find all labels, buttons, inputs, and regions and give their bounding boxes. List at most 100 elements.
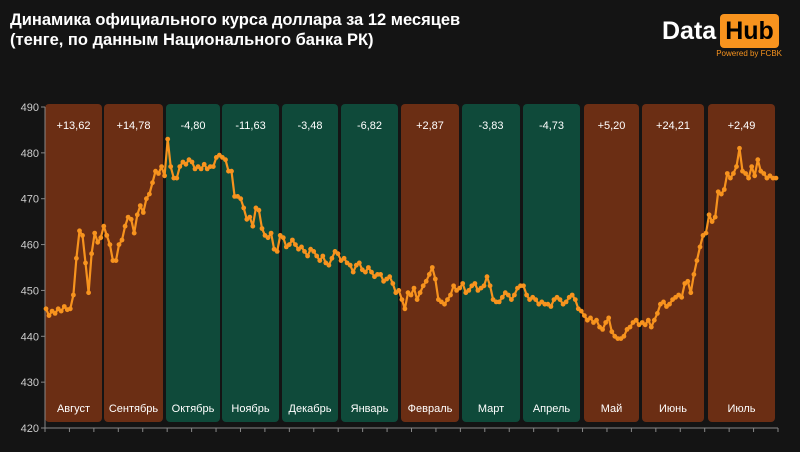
- rate-point: [162, 173, 168, 179]
- rate-point: [633, 317, 639, 323]
- rate-point: [347, 262, 353, 268]
- rate-point: [113, 258, 119, 263]
- month-label: Июль: [727, 403, 755, 415]
- month-label: Декабрь: [289, 403, 332, 415]
- rate-point: [749, 164, 755, 170]
- rate-point: [387, 274, 393, 280]
- rate-point: [761, 171, 767, 176]
- datahub-logo: Data Hub Powered by FCBK: [662, 14, 782, 64]
- rate-point: [61, 304, 67, 309]
- rate-point: [524, 292, 529, 298]
- rate-point: [408, 292, 414, 298]
- rate-point: [116, 242, 122, 248]
- rate-point: [317, 258, 323, 263]
- y-tick-label: 420: [21, 423, 39, 435]
- rate-point: [734, 164, 739, 170]
- rate-point: [98, 235, 104, 241]
- rate-point: [423, 278, 429, 284]
- month-change-label: -3,83: [478, 120, 503, 132]
- rate-point: [80, 233, 85, 238]
- rate-point: [131, 230, 137, 236]
- rate-point: [86, 290, 91, 296]
- rate-point: [481, 283, 487, 289]
- rate-point: [311, 249, 317, 254]
- rate-point: [369, 269, 374, 275]
- rate-point: [177, 164, 183, 170]
- rate-point: [445, 297, 450, 302]
- rate-point: [268, 230, 274, 236]
- month-change-label: +24,21: [656, 120, 690, 132]
- rate-point: [159, 164, 165, 170]
- month-band-7: [401, 104, 459, 422]
- rate-point: [466, 288, 472, 293]
- month-label: Октябрь: [172, 403, 215, 415]
- rate-point: [341, 255, 347, 261]
- rate-point: [101, 223, 107, 229]
- rate-point: [299, 244, 304, 250]
- rate-point: [150, 180, 155, 186]
- rate-point: [414, 297, 420, 302]
- rate-point: [274, 249, 280, 254]
- rate-point: [229, 168, 234, 174]
- month-change-label: -6,82: [357, 120, 382, 132]
- month-band-5: [282, 104, 338, 422]
- rate-point: [302, 249, 307, 254]
- rate-point: [58, 308, 64, 314]
- rate-point: [74, 255, 79, 261]
- rate-point: [335, 251, 341, 257]
- rate-point: [174, 175, 180, 181]
- rate-point: [594, 317, 599, 323]
- rate-point: [241, 205, 247, 211]
- rate-point: [89, 251, 94, 257]
- rate-point: [417, 290, 423, 296]
- month-band-8: [462, 104, 520, 422]
- rate-point: [396, 288, 402, 293]
- rate-point: [627, 324, 633, 330]
- rate-point: [71, 292, 76, 298]
- month-band-4: [222, 104, 279, 422]
- rate-point: [432, 276, 438, 282]
- rate-point: [496, 299, 502, 305]
- month-change-label: +14,78: [117, 120, 151, 132]
- rate-point: [651, 317, 657, 323]
- rate-point: [697, 244, 703, 250]
- rate-point: [442, 301, 447, 307]
- chart-title-line2: (тенге, по данным Национального банка РК…: [10, 31, 374, 49]
- rate-point: [642, 322, 648, 328]
- month-band-11: [642, 104, 704, 422]
- rate-point: [83, 260, 88, 266]
- chart-title: Динамика официального курса доллара за 1…: [10, 10, 460, 50]
- month-label: Август: [57, 403, 90, 415]
- month-change-label: -3,48: [297, 120, 322, 132]
- rate-point: [259, 226, 265, 231]
- rate-point: [484, 274, 490, 280]
- rate-point: [691, 272, 697, 277]
- rate-point: [223, 157, 228, 163]
- y-tick-label: 470: [21, 194, 39, 206]
- rate-point: [606, 315, 612, 321]
- y-tick-label: 430: [21, 377, 39, 389]
- rate-point: [721, 187, 727, 192]
- month-label: Апрель: [533, 403, 571, 415]
- rate-point: [320, 253, 326, 259]
- rate-point: [198, 166, 204, 172]
- rate-point: [314, 253, 320, 259]
- rate-point: [67, 306, 73, 312]
- rate-point: [451, 283, 456, 289]
- month-label: Январь: [351, 403, 389, 415]
- rate-point: [95, 239, 101, 245]
- month-band-9: [523, 104, 580, 422]
- rate-point: [210, 164, 216, 170]
- month-label: Ноябрь: [231, 403, 269, 415]
- rate-point: [238, 196, 244, 202]
- rate-point: [737, 145, 742, 151]
- month-change-label: -4,73: [539, 120, 564, 132]
- rate-point: [399, 297, 405, 302]
- month-band-3: [166, 104, 220, 422]
- rate-point: [107, 242, 113, 248]
- rate-point: [718, 191, 724, 197]
- rate-point: [685, 278, 691, 284]
- month-change-label: -11,63: [235, 120, 265, 132]
